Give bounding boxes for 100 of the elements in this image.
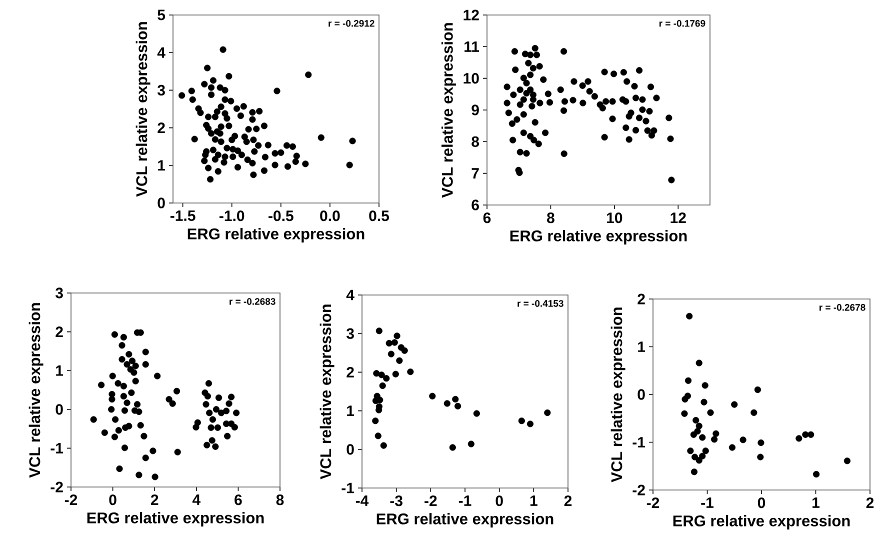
point [728, 444, 736, 451]
point [808, 431, 814, 438]
y-axis-title: VCL relative expression [136, 22, 150, 197]
y-tick-label: 5 [158, 10, 166, 20]
x-tick-label: -2 [64, 494, 78, 505]
x-tick-label: 8 [276, 494, 284, 506]
x-tick-label: 0 [496, 496, 503, 506]
x-tick-label: 1 [530, 496, 538, 506]
y-tick-label: 1 [347, 406, 354, 416]
y-tick-label: 2 [346, 366, 354, 378]
y-tick-label: 0 [346, 444, 354, 455]
point [696, 422, 702, 430]
x-tick-label: 2 [564, 496, 572, 506]
point [383, 375, 390, 382]
point [452, 396, 459, 403]
y-tick-label: 3 [55, 288, 63, 298]
point [691, 454, 698, 460]
x-axis-title: ERG relative expression [510, 230, 687, 244]
point [407, 368, 414, 376]
point [449, 444, 456, 451]
x-tick-label: 2 [866, 498, 874, 508]
x-tick-label: -1.0 [220, 210, 244, 222]
y-tick-label: 6 [472, 200, 479, 210]
point [473, 410, 480, 417]
x-tick-label: 12 [670, 212, 686, 223]
y-tick-label: 2 [158, 122, 165, 134]
x-axis-title: ERG relative expression [376, 513, 554, 528]
annotation: r = -0.2912 [328, 20, 374, 27]
y-axis-title: VCL relative expression [441, 23, 456, 198]
y-tick-label: -2 [632, 484, 645, 496]
x-tick-label: 2 [150, 494, 158, 505]
x-tick-label: -0.5 [268, 210, 294, 222]
point [740, 436, 746, 444]
point [696, 457, 702, 464]
point [754, 386, 762, 394]
point [386, 340, 392, 347]
x-tick-label: 1 [812, 498, 820, 508]
point [687, 448, 694, 454]
y-tick-label: -1 [342, 482, 354, 494]
x-axis-title: ERG relative expression [673, 515, 850, 530]
x-tick-label: 6 [234, 494, 242, 506]
point [712, 430, 720, 437]
point [684, 377, 692, 384]
point [454, 402, 462, 410]
y-tick-label: 8 [472, 136, 479, 147]
y-tick-label: 9 [472, 104, 479, 116]
point [396, 357, 403, 364]
x-tick-label: 0 [109, 494, 116, 506]
annotation: r = -0.2683 [230, 298, 276, 305]
point [378, 372, 385, 378]
point [374, 432, 382, 440]
point [758, 439, 764, 446]
point [372, 397, 380, 404]
x-tick-label: -4 [356, 496, 369, 506]
point [707, 409, 714, 416]
x-tick-label: -1.5 [170, 210, 196, 221]
y-tick-label: 0 [638, 389, 645, 400]
y-tick-label: 12 [464, 10, 479, 20]
point [468, 440, 474, 448]
y-tick-label: -2 [50, 482, 63, 492]
y-tick-label: 3 [157, 84, 165, 96]
point [686, 312, 693, 320]
point [392, 370, 399, 378]
x-axis-title: ERG relative expression [188, 228, 364, 242]
y-axis-title: VCL relative expression [320, 304, 334, 480]
point [796, 435, 802, 442]
point [702, 448, 709, 454]
point [376, 328, 382, 334]
y-tick-label: 10 [464, 73, 479, 84]
x-axis-title: ERG relative expression [87, 512, 264, 526]
point [544, 409, 551, 416]
point [682, 396, 688, 403]
point [444, 400, 450, 407]
x-tick-label: 8 [547, 212, 554, 224]
point [391, 339, 398, 346]
point [388, 350, 394, 358]
point [699, 434, 706, 441]
y-tick-label: 2 [56, 326, 63, 338]
point [757, 454, 764, 460]
y-tick-label: 7 [472, 168, 479, 178]
y-tick-label: 4 [157, 47, 166, 58]
y-tick-label: 2 [638, 294, 645, 304]
y-tick-label: -1 [632, 437, 646, 448]
point [731, 401, 738, 408]
annotation: r = -0.2678 [820, 304, 866, 311]
annotation: r = -0.4153 [518, 300, 564, 307]
point [681, 410, 688, 417]
y-tick-label: 1 [56, 365, 64, 376]
point [699, 452, 706, 460]
x-tick-label: 0 [758, 498, 766, 508]
point [802, 431, 809, 438]
y-tick-label: 11 [464, 41, 480, 52]
point [518, 418, 525, 424]
point [692, 416, 700, 424]
point [429, 392, 436, 400]
point [696, 360, 702, 366]
x-tick-label: -1 [701, 498, 714, 508]
point [690, 431, 697, 438]
point [750, 409, 758, 416]
point [844, 458, 851, 464]
